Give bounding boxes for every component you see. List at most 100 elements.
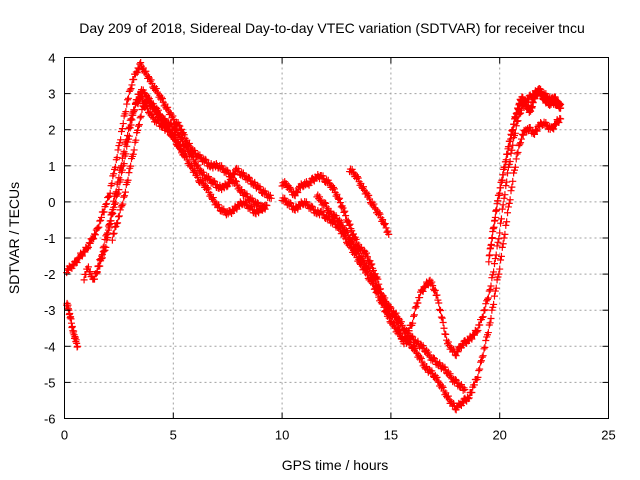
data-point	[497, 215, 505, 223]
data-point	[153, 116, 161, 124]
data-point	[499, 201, 507, 209]
data-point	[130, 146, 138, 154]
y-tick-label: -1	[44, 231, 56, 246]
data-point	[507, 187, 515, 195]
y-tick-label: -6	[44, 412, 56, 427]
data-point	[100, 208, 108, 216]
data-point	[486, 319, 494, 327]
axis-ticks: 0 5 10 15 20 25 -6 -5 -4 -3 -2 -1 0 1 2 3 4	[44, 51, 616, 443]
data-point	[497, 252, 505, 260]
data-point	[411, 344, 419, 352]
y-tick-label: -4	[44, 339, 56, 354]
data-point	[147, 76, 155, 84]
data-point	[481, 306, 489, 314]
data-point	[130, 76, 138, 84]
y-tick-label: 3	[48, 87, 55, 102]
data-point	[498, 205, 506, 213]
data-point	[123, 136, 131, 144]
data-point	[431, 286, 439, 294]
data-point	[487, 240, 495, 248]
data-point	[188, 151, 196, 159]
data-point	[118, 162, 126, 170]
data-point	[517, 139, 525, 147]
data-point	[124, 176, 132, 184]
y-tick-label: -2	[44, 267, 56, 282]
data-point	[118, 202, 126, 210]
data-point	[498, 243, 506, 251]
data-point	[336, 194, 344, 202]
data-point	[107, 217, 115, 225]
data-point	[470, 381, 478, 389]
data-point	[433, 291, 441, 299]
data-point	[143, 101, 151, 109]
data-point	[444, 392, 452, 400]
data-point	[354, 174, 362, 182]
data-point	[102, 200, 110, 208]
data-point	[495, 235, 503, 243]
data-point	[204, 185, 212, 193]
data-point	[321, 199, 329, 207]
data-point	[486, 286, 494, 294]
data-point	[84, 263, 92, 271]
data-point	[134, 126, 142, 134]
data-point	[416, 294, 424, 302]
data-point	[86, 268, 94, 276]
data-point	[370, 274, 378, 282]
data-point	[381, 220, 389, 228]
data-point	[106, 189, 114, 197]
data-point	[342, 212, 350, 220]
data-point	[114, 213, 122, 221]
data-point	[124, 125, 132, 133]
data-point	[438, 382, 446, 390]
data-point	[487, 315, 495, 323]
data-point	[93, 268, 101, 276]
data-point	[148, 110, 156, 118]
y-tick-label: 2	[48, 123, 55, 138]
data-point	[487, 282, 495, 290]
data-point	[73, 259, 81, 267]
data-point	[123, 100, 131, 108]
data-point	[488, 234, 496, 242]
data-point	[70, 262, 78, 270]
data-point	[155, 106, 163, 114]
y-tick-label: 0	[48, 195, 55, 210]
data-point	[513, 150, 521, 158]
data-point	[485, 258, 493, 266]
data-point	[127, 115, 135, 123]
data-point	[74, 342, 82, 350]
data-point	[410, 312, 418, 320]
data-point	[341, 207, 349, 215]
data-point	[343, 227, 351, 235]
data-point	[267, 194, 275, 202]
data-point	[133, 69, 141, 77]
data-point	[411, 304, 419, 312]
data-point	[479, 313, 487, 321]
data-point	[121, 188, 129, 196]
data-point	[493, 206, 501, 214]
x-axis-label: GPS time / hours	[282, 457, 389, 473]
data-point	[490, 300, 498, 308]
data-point	[98, 254, 106, 262]
data-point	[494, 238, 502, 246]
data-point	[129, 150, 137, 158]
data-point	[117, 136, 125, 144]
data-point	[113, 220, 121, 228]
data-point	[414, 299, 422, 307]
data-point	[95, 223, 103, 231]
data-point	[424, 348, 432, 356]
data-point	[110, 229, 118, 237]
y-axis-label: SDTVAR / TECUs	[6, 182, 22, 294]
data-point	[500, 234, 508, 242]
data-point	[446, 370, 454, 378]
data-point	[508, 183, 516, 191]
data-point	[102, 243, 110, 251]
data-point	[115, 174, 123, 182]
data-point	[110, 170, 118, 178]
x-tick-label: 5	[170, 428, 177, 443]
y-tick-label: 1	[48, 159, 55, 174]
data-point	[158, 93, 166, 101]
data-point	[359, 254, 367, 262]
data-point	[481, 343, 489, 351]
data-point	[496, 229, 504, 237]
data-point	[474, 373, 482, 381]
